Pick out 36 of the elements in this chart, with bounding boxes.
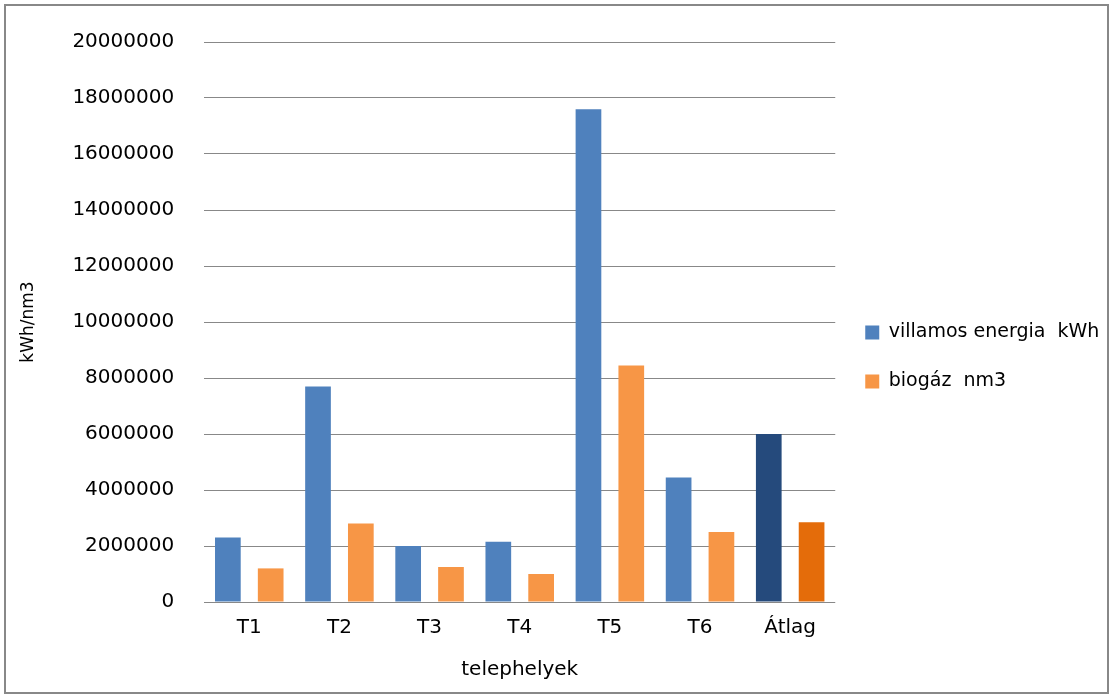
bar <box>618 365 645 602</box>
x-tick-label: T6 <box>686 614 713 639</box>
y-tick-label: 2000000 <box>85 532 175 557</box>
y-tick-label: 14000000 <box>72 196 175 221</box>
y-tick-label: 20000000 <box>72 28 175 53</box>
x-tick-label: T4 <box>506 614 533 639</box>
y-axis-title: kWh/nm3 <box>16 281 37 363</box>
bar <box>575 109 602 602</box>
bar <box>708 532 735 602</box>
bar <box>798 522 825 602</box>
bar <box>347 523 374 602</box>
bar <box>665 477 692 602</box>
bar <box>215 537 241 602</box>
bar <box>485 541 512 602</box>
y-tick-label: 8000000 <box>85 364 175 389</box>
y-tick-label: 0 <box>161 588 175 613</box>
x-tick-label: Átlag <box>764 614 817 639</box>
x-axis-title: telephelyek <box>461 656 579 681</box>
x-tick-label: T3 <box>416 614 443 639</box>
x-tick-label: T1 <box>235 614 262 639</box>
x-tick-label: T2 <box>325 614 352 639</box>
legend-label: biogáz nm3 <box>888 368 1007 391</box>
bar <box>395 546 422 602</box>
y-tick-label: 18000000 <box>72 84 175 109</box>
bar <box>755 434 782 602</box>
y-tick-label: 6000000 <box>85 420 175 445</box>
x-tick-label: T5 <box>596 614 623 639</box>
y-tick-label: 4000000 <box>85 476 175 501</box>
bar <box>305 386 331 602</box>
legend-label: villamos energia kWh <box>888 319 1100 342</box>
bar <box>438 567 464 602</box>
y-tick-label: 16000000 <box>72 140 175 165</box>
y-tick-label: 10000000 <box>72 308 175 333</box>
bar <box>528 574 554 602</box>
y-tick-label: 12000000 <box>72 252 175 277</box>
bar <box>257 568 284 602</box>
